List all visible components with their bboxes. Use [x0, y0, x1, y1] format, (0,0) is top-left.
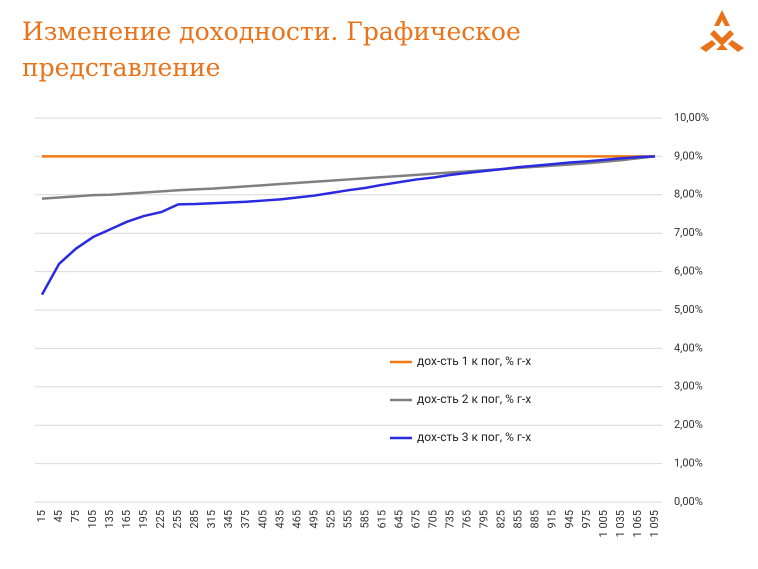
y-tick-label: 7,00%	[674, 226, 703, 239]
x-tick-label: 255	[171, 510, 184, 529]
x-tick-label: 825	[495, 510, 508, 529]
y-tick-label: 2,00%	[674, 418, 703, 431]
y-tick-label: 3,00%	[674, 380, 703, 393]
x-tick-label: 375	[239, 510, 252, 529]
legend-label: дох-сть 2 к пог, % г-х	[417, 392, 531, 406]
x-tick-label: 705	[427, 510, 440, 529]
legend-label: дох-сть 1 к пог, % г-х	[417, 354, 531, 368]
y-tick-label: 0,00%	[674, 495, 703, 508]
x-tick-label: 1 095	[648, 510, 661, 537]
x-tick-label: 495	[307, 510, 320, 529]
x-tick-label: 1 065	[631, 510, 644, 537]
x-tick-label: 525	[324, 510, 337, 529]
y-tick-label: 6,00%	[674, 265, 703, 278]
y-tick-label: 10,00%	[674, 111, 709, 124]
x-tick-label: 1 005	[597, 510, 610, 537]
x-tick-label: 1 035	[614, 510, 627, 537]
x-tick-label: 645	[392, 510, 405, 529]
x-tick-label: 585	[358, 510, 371, 529]
series-line	[41, 155, 656, 200]
x-tick-label: 105	[86, 510, 99, 529]
x-tick-label: 225	[154, 510, 167, 529]
x-tick-label: 975	[580, 510, 593, 529]
x-tick-label: 945	[563, 510, 576, 529]
x-tick-label: 405	[256, 510, 269, 529]
x-tick-label: 195	[137, 510, 150, 529]
x-tick-label: 915	[546, 510, 559, 529]
y-tick-label: 5,00%	[674, 303, 703, 316]
x-tick-label: 765	[461, 510, 474, 529]
x-tick-label: 435	[273, 510, 286, 529]
y-tick-label: 9,00%	[674, 149, 703, 162]
x-tick-label: 675	[410, 510, 423, 529]
y-tick-label: 8,00%	[674, 188, 703, 201]
x-tick-label: 345	[222, 510, 235, 529]
logo	[700, 10, 744, 52]
x-tick-label: 165	[120, 510, 133, 529]
x-tick-label: 555	[341, 510, 354, 529]
x-tick-label: 315	[205, 510, 218, 529]
x-tick-label: 75	[69, 510, 82, 522]
x-tick-label: 135	[103, 510, 116, 529]
slide-title: Изменение доходности. Графическое предст…	[22, 17, 521, 82]
y-tick-label: 4,00%	[674, 341, 703, 354]
x-tick-label: 285	[188, 510, 201, 529]
x-tick-label: 795	[478, 510, 491, 529]
x-tick-label: 855	[512, 510, 525, 529]
x-tick-label: 45	[52, 510, 65, 522]
x-tick-label: 465	[290, 510, 303, 529]
x-tick-label: 15	[35, 510, 48, 522]
y-tick-label: 1,00%	[674, 457, 703, 470]
x-tick-label: 735	[444, 510, 457, 529]
x-tick-label: 615	[375, 510, 388, 529]
legend-label: дох-сть 3 к пог, % г-х	[417, 430, 531, 444]
series-line	[40, 155, 656, 296]
x-tick-label: 885	[529, 510, 542, 529]
